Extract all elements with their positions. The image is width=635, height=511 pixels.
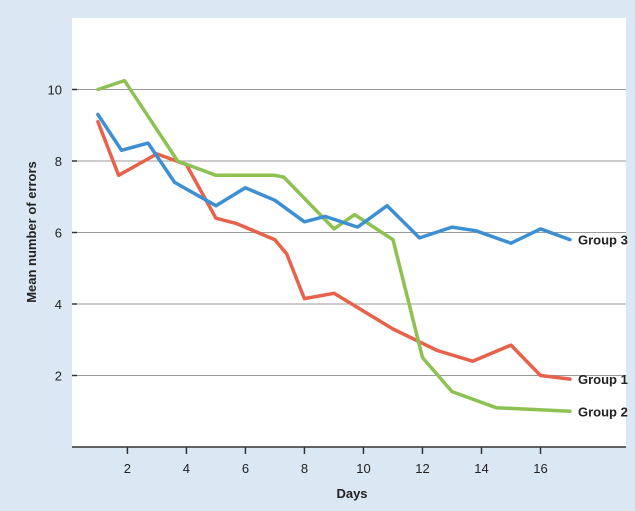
- series-line-group-2: [96, 78, 572, 414]
- x-tick-label: 4: [183, 461, 190, 476]
- y-tick-label: 4: [55, 297, 62, 312]
- series-label-group-2: Group 2: [578, 404, 628, 419]
- series-label-group-3: Group 3: [578, 233, 628, 248]
- x-axis-title: Days: [336, 486, 367, 501]
- x-tick-label: 12: [415, 461, 429, 476]
- x-tick-label: 2: [124, 461, 131, 476]
- y-tick-label: 2: [55, 369, 62, 384]
- x-tick-label: 14: [474, 461, 488, 476]
- x-tick-label: 6: [242, 461, 249, 476]
- axes: 2 4 6 8 10 2 4 6 8 10 12 14 16: [48, 83, 626, 476]
- series-layer: [96, 78, 572, 414]
- y-tick-label: 6: [55, 226, 62, 241]
- y-tick-label: 8: [55, 154, 62, 169]
- series-label-group-1: Group 1: [578, 372, 628, 387]
- series-line-group-3: [96, 112, 572, 245]
- y-axis-title: Mean number of errors: [24, 161, 39, 303]
- x-tick-label: 10: [356, 461, 370, 476]
- y-tick-label: 10: [48, 83, 62, 98]
- x-tick-label: 16: [533, 461, 547, 476]
- x-tick-label: 8: [301, 461, 308, 476]
- series-labels: Group 1 Group 2 Group 3: [578, 233, 628, 420]
